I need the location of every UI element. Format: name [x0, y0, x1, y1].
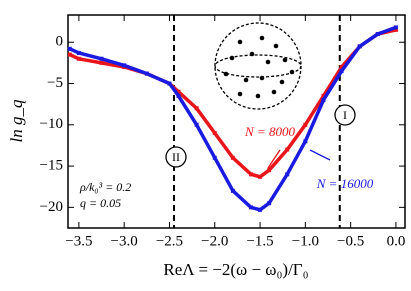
- data-marker: [393, 25, 398, 30]
- data-marker: [285, 147, 290, 152]
- x-tick-label: −1.5: [246, 233, 273, 249]
- data-marker: [267, 168, 272, 173]
- series-label: N = 8000: [244, 124, 295, 139]
- data-marker: [230, 188, 235, 193]
- data-marker: [194, 106, 199, 111]
- data-marker: [393, 27, 398, 32]
- x-tick-label: −3.0: [111, 233, 138, 249]
- data-marker: [258, 174, 263, 179]
- series-label: N = 16000: [316, 176, 374, 191]
- data-marker: [99, 56, 104, 61]
- data-marker: [176, 89, 181, 94]
- data-marker: [144, 71, 149, 76]
- y-tick-label: −20: [40, 199, 63, 215]
- data-marker: [122, 63, 127, 68]
- region-circle: [165, 146, 187, 168]
- series-line: [69, 25, 397, 212]
- sphere-icon: [214, 22, 302, 110]
- y-axis-label: ln g_q: [7, 99, 26, 142]
- y-tick-label: 0: [56, 34, 64, 50]
- data-marker: [76, 56, 81, 61]
- annotation: ρ/k₀³ = 0.2: [79, 180, 131, 194]
- data-marker: [212, 131, 217, 136]
- data-marker: [303, 139, 308, 144]
- series-arrow: [267, 149, 281, 169]
- x-tick-label: −1.0: [292, 233, 319, 249]
- x-tick-label: 0.0: [387, 233, 406, 249]
- data-marker: [76, 50, 81, 55]
- x-tick-label: −0.5: [337, 233, 364, 249]
- data-marker: [303, 122, 308, 127]
- data-marker: [339, 65, 344, 70]
- x-tick-label: −2.0: [201, 233, 228, 249]
- y-tick-label: −10: [40, 116, 63, 132]
- series-arrow: [309, 149, 331, 161]
- plot-frame: [67, 14, 406, 229]
- data-marker: [212, 155, 217, 160]
- data-marker: [357, 44, 362, 49]
- region-circle: [334, 104, 356, 126]
- data-marker: [267, 201, 272, 206]
- series-line: [69, 28, 397, 179]
- data-marker: [321, 98, 326, 103]
- data-marker: [67, 52, 72, 57]
- data-marker: [321, 93, 326, 98]
- data-marker: [375, 31, 380, 36]
- y-tick-label: −15: [40, 158, 63, 174]
- data-marker: [67, 46, 72, 51]
- data-marker: [285, 172, 290, 177]
- data-marker: [99, 60, 104, 65]
- data-marker: [194, 122, 199, 127]
- region-label: II: [172, 150, 180, 164]
- data-marker: [167, 81, 172, 86]
- x-tick-label: −3.5: [65, 233, 92, 249]
- x-axis-label: ReΛ = −2(ω − ω₀)/Γ₀: [163, 260, 308, 279]
- data-marker: [176, 93, 181, 98]
- data-marker: [230, 155, 235, 160]
- region-label: I: [343, 108, 347, 122]
- data-marker: [248, 205, 253, 210]
- annotation: q = 0.05: [80, 196, 121, 210]
- data-marker: [248, 172, 253, 177]
- data-marker: [339, 69, 344, 74]
- y-tick-label: −5: [47, 75, 63, 91]
- x-tick-label: −2.5: [156, 233, 183, 249]
- data-marker: [258, 207, 263, 212]
